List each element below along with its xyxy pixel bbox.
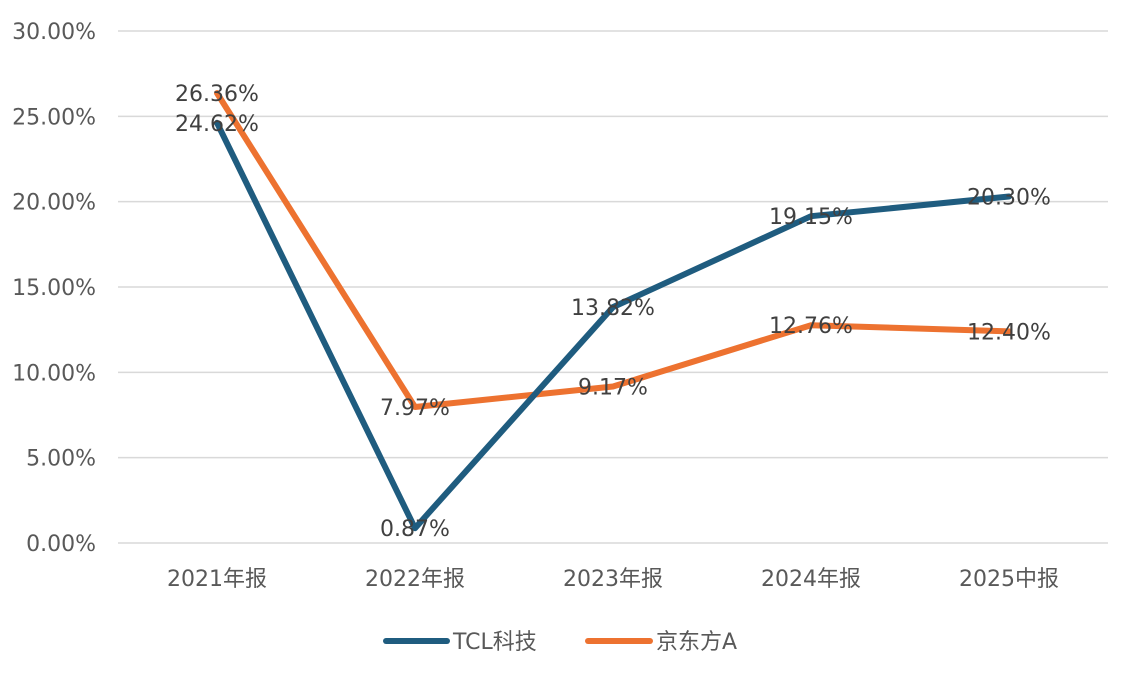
data-label-boe: 7.97%: [380, 396, 450, 421]
y-tick-label: 25.00%: [12, 105, 96, 130]
data-label-boe: 12.76%: [769, 314, 853, 339]
data-label-tcl: 24.62%: [175, 112, 259, 137]
data-label-boe: 9.17%: [578, 375, 648, 400]
y-tick-label: 15.00%: [12, 276, 96, 301]
data-label-boe: 12.40%: [967, 320, 1051, 345]
data-label-boe: 26.36%: [175, 82, 259, 107]
y-tick-label: 0.00%: [26, 532, 96, 557]
x-tick-label: 2023年报: [563, 567, 663, 592]
x-tick-label: 2021年报: [167, 567, 267, 592]
y-tick-label: 5.00%: [26, 447, 96, 472]
data-label-tcl: 20.30%: [967, 186, 1051, 211]
x-tick-label: 2024年报: [761, 567, 861, 592]
y-tick-label: 20.00%: [12, 191, 96, 216]
data-label-tcl: 13.82%: [571, 296, 655, 321]
y-tick-label: 10.00%: [12, 361, 96, 386]
data-label-tcl: 0.87%: [380, 517, 450, 542]
data-labels: 24.62% 0.87% 13.82% 19.15% 20.30% 26.36% 7.97%…: [175, 82, 1051, 542]
x-tick-label: 2022年报: [365, 567, 465, 592]
legend-label-tcl: TCL科技: [452, 630, 537, 655]
y-axis-tick-labels: 0.00% 5.00% 10.00% 15.00% 20.00% 25.00% 30.00%: [12, 20, 96, 557]
x-axis-tick-labels: 2021年报 2022年报 2023年报 2024年报 2025中报: [167, 567, 1059, 592]
data-label-tcl: 19.15%: [769, 205, 853, 230]
y-tick-label: 30.00%: [12, 20, 96, 45]
series-lines: [214, 90, 1012, 532]
legend: TCL科技 京东方A: [383, 630, 737, 655]
gridlines: [118, 30, 1108, 544]
x-tick-label: 2025中报: [959, 567, 1059, 592]
legend-label-boe: 京东方A: [656, 630, 737, 655]
